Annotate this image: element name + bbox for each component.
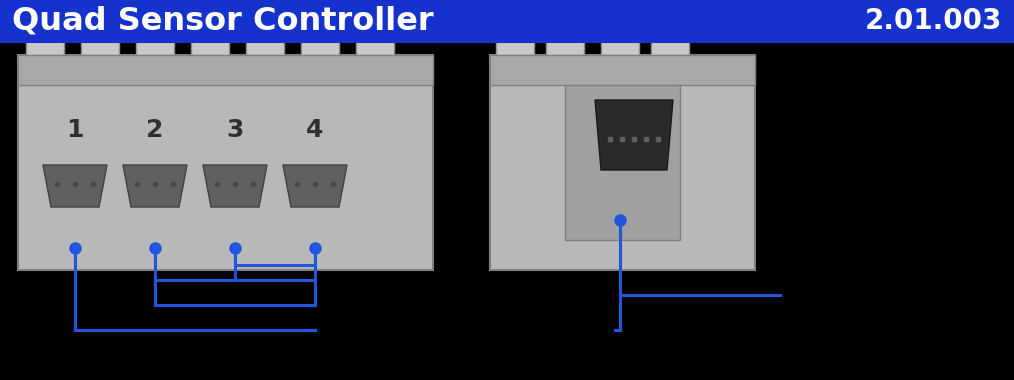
Bar — [356, 33, 394, 55]
Bar — [565, 85, 680, 240]
Bar — [651, 33, 689, 55]
Bar — [246, 33, 284, 55]
Polygon shape — [283, 165, 347, 207]
Bar — [601, 33, 639, 55]
Polygon shape — [123, 165, 187, 207]
Text: 3: 3 — [226, 118, 243, 142]
Bar — [301, 33, 339, 55]
Text: 2: 2 — [146, 118, 163, 142]
Bar — [191, 33, 229, 55]
Bar — [18, 55, 433, 85]
Bar — [490, 55, 755, 270]
Bar — [490, 55, 755, 85]
Bar — [546, 33, 584, 55]
Text: 2.01.003: 2.01.003 — [865, 7, 1002, 35]
Polygon shape — [43, 165, 107, 207]
Text: 1: 1 — [66, 118, 84, 142]
Bar — [136, 33, 174, 55]
Bar — [496, 33, 534, 55]
Bar — [18, 55, 433, 270]
Polygon shape — [203, 165, 267, 207]
Bar — [81, 33, 119, 55]
Text: 4: 4 — [306, 118, 323, 142]
Bar — [0, 0, 1014, 42]
Polygon shape — [595, 100, 673, 170]
Text: Quad Sensor Controller: Quad Sensor Controller — [12, 5, 434, 36]
Bar — [26, 33, 64, 55]
